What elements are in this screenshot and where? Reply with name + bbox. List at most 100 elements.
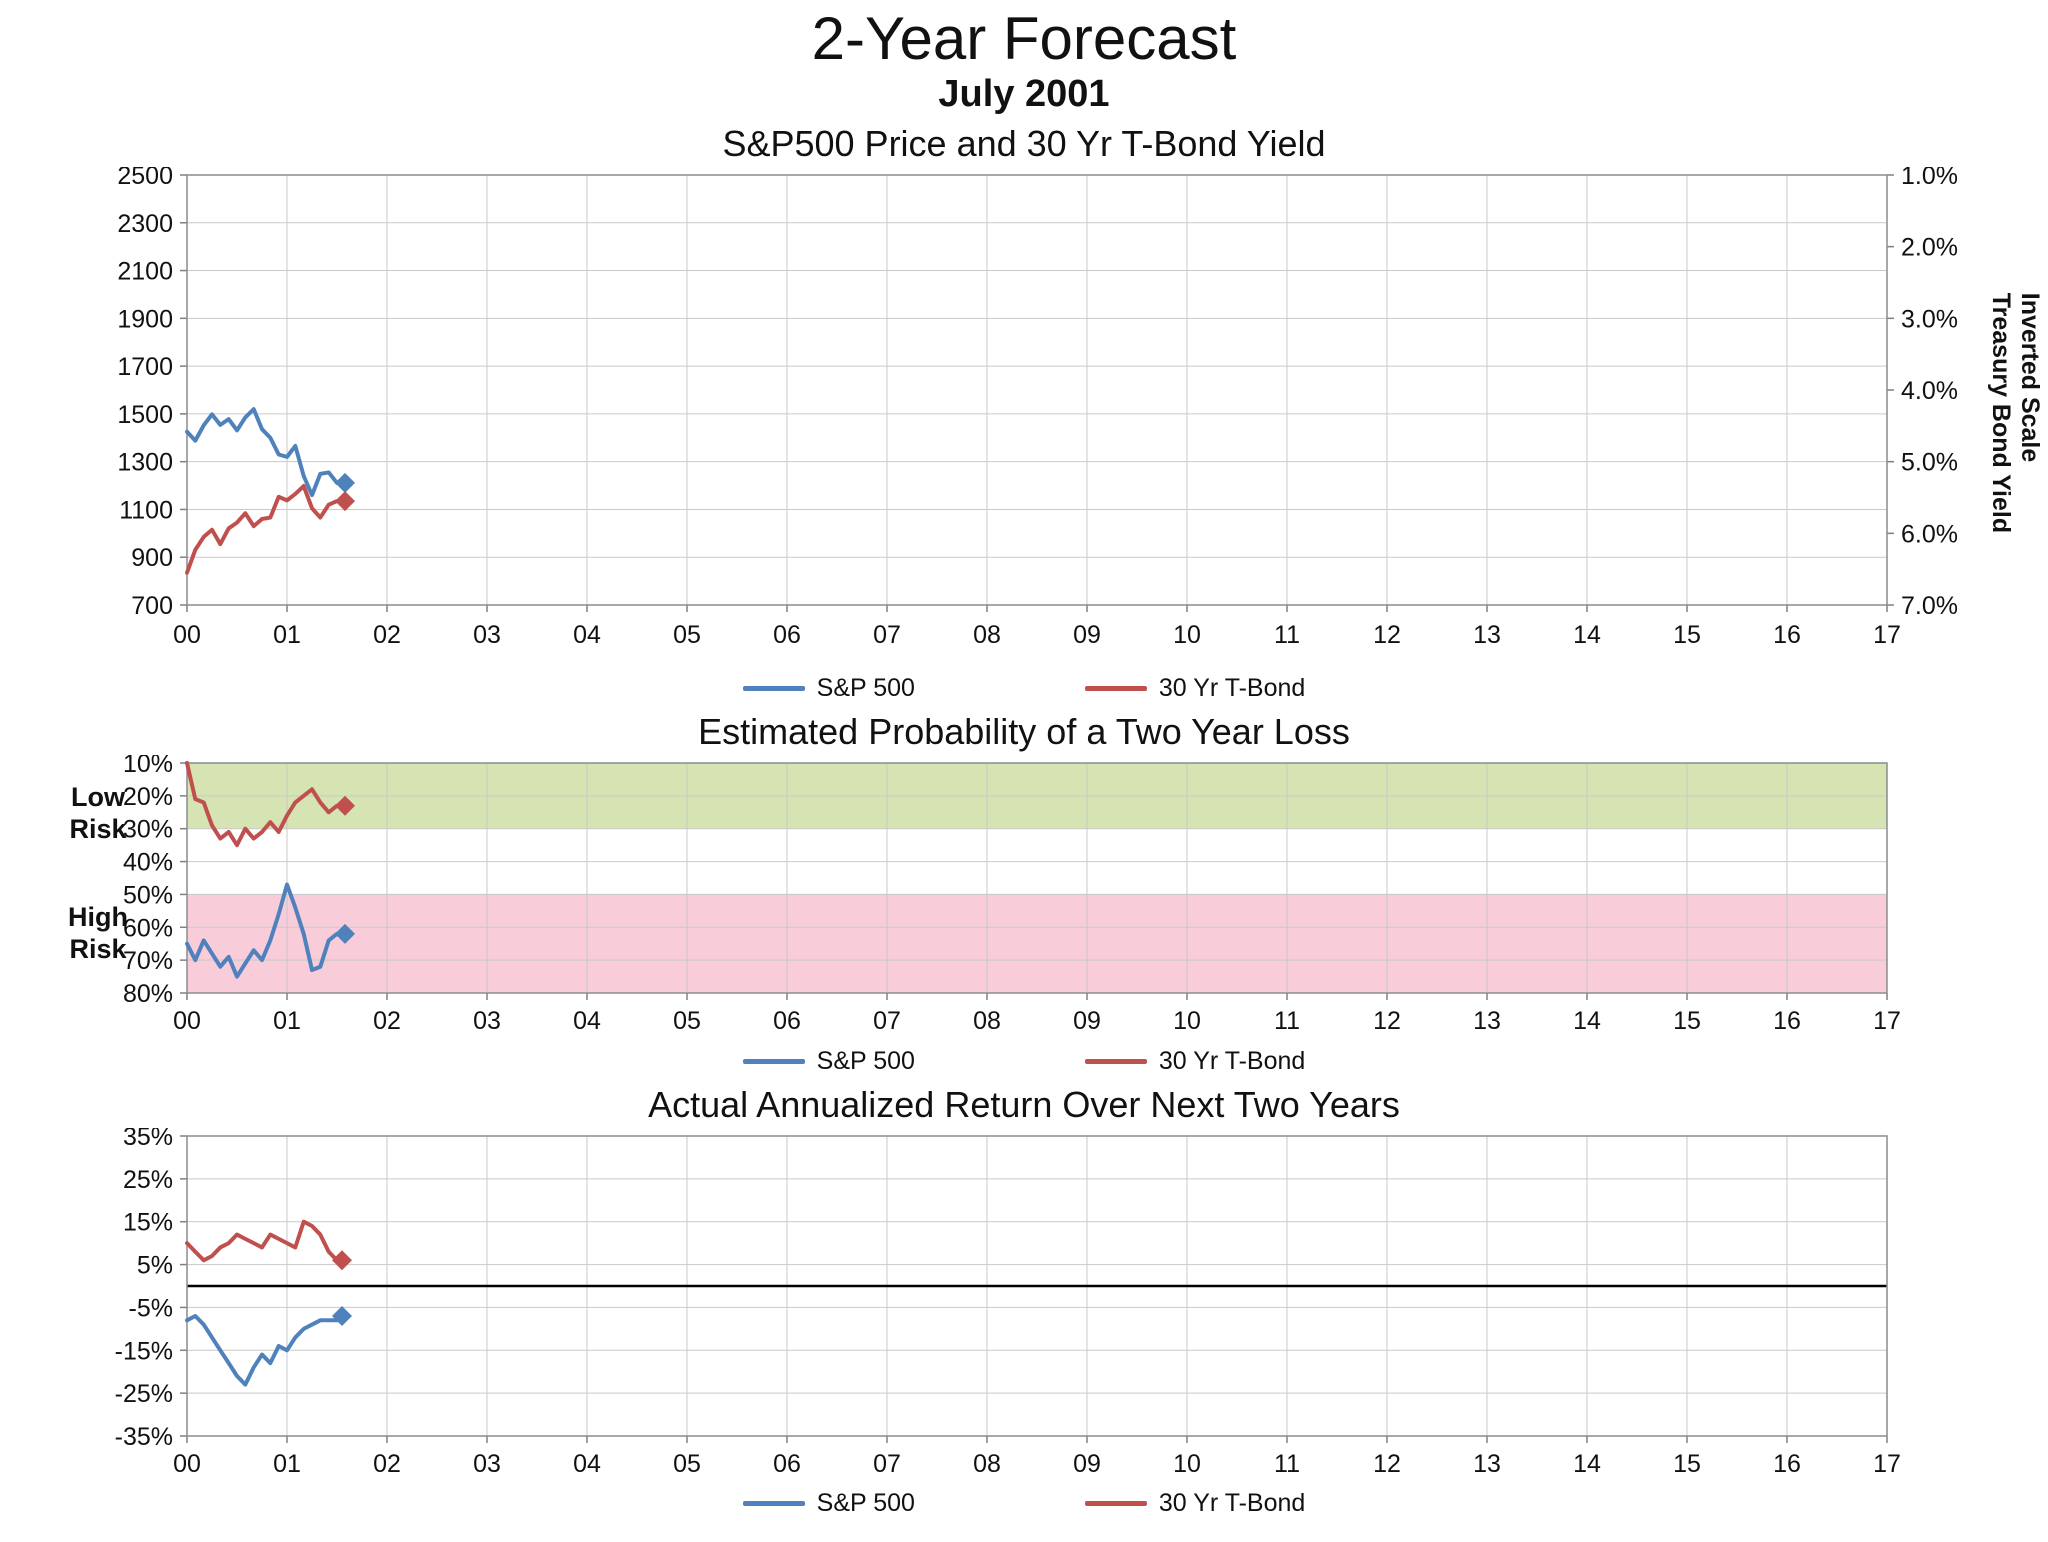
svg-text:05: 05 [673,1007,701,1035]
svg-text:5.0%: 5.0% [1901,448,1958,476]
page-subtitle: July 2001 [938,73,1110,115]
svg-text:700: 700 [131,592,173,620]
price-yield-chart-title: S&P500 Price and 30 Yr T-Bond Yield [722,122,1326,164]
svg-text:01: 01 [273,1007,301,1035]
svg-text:-5%: -5% [129,1295,173,1323]
svg-text:08: 08 [973,1007,1001,1035]
svg-text:16: 16 [1773,1450,1801,1478]
svg-text:17: 17 [1873,1007,1901,1035]
legend-item: S&P 500 [742,1047,915,1076]
legend-line-swatch [742,1500,805,1506]
legend-label: S&P 500 [816,1047,915,1076]
inverted-yield-axis-title: Inverted Scale Treasury Bond Yield [1987,293,2044,534]
svg-text:30%: 30% [123,816,173,844]
svg-text:50%: 50% [123,881,173,909]
legend-line-swatch [1084,1059,1147,1065]
svg-text:13: 13 [1473,621,1501,649]
legend-label: 30 Yr T-Bond [1158,1488,1306,1517]
svg-text:7.0%: 7.0% [1901,592,1958,620]
svg-text:03: 03 [473,621,501,649]
return-chart: 00 01 02 03 04 05 06 07 08 09 10 11 12 13 14 15 16 17 35% 2… [115,1128,1901,1478]
svg-text:14: 14 [1573,621,1601,649]
svg-text:15: 15 [1673,1450,1701,1478]
svg-text:6.0%: 6.0% [1901,520,1958,548]
svg-text:13: 13 [1473,1450,1501,1478]
svg-text:02: 02 [373,1450,401,1478]
page-title: 2-Year Forecast [811,5,1237,72]
svg-text:17: 17 [1873,621,1901,649]
svg-text:08: 08 [973,621,1001,649]
svg-text:02: 02 [373,621,401,649]
forecast-dashboard: 2-Year Forecast July 2001 S&P500 Price a… [0,6,2048,1520]
svg-text:11: 11 [1274,621,1300,649]
svg-text:1300: 1300 [117,448,173,476]
svg-text:00: 00 [173,621,201,649]
return-section: Actual Annualized Return Over Next Two Y… [0,1083,2048,1520]
svg-text:00: 00 [173,1007,201,1035]
legend-line-swatch [1084,1500,1147,1506]
svg-text:15%: 15% [123,1209,173,1237]
svg-text:05: 05 [673,621,701,649]
svg-text:1.0%: 1.0% [1901,167,1958,190]
legend-label: S&P 500 [816,1488,915,1517]
svg-text:25%: 25% [123,1166,173,1194]
probability-chart-area: 00 01 02 03 04 05 06 07 08 09 10 11 12 13 14 15 16 17 10% 2… [0,755,2048,1045]
svg-text:12: 12 [1373,621,1401,649]
legend-label: S&P 500 [816,674,915,703]
svg-text:2300: 2300 [117,210,173,238]
svg-text:80%: 80% [123,980,173,1008]
low-risk-label: Low Risk [69,781,127,845]
legend-item: 30 Yr T-Bond [1084,1488,1306,1518]
price-yield-legend: S&P 500 30 Yr T-Bond [0,672,2048,706]
svg-text:2500: 2500 [117,167,173,190]
svg-text:08: 08 [973,1450,1001,1478]
svg-text:06: 06 [773,1007,801,1035]
price-yield-chart: 00 01 02 03 04 05 06 07 08 09 10 11 12 13 14 15 16 17 2500… [117,167,1958,649]
probability-section: Estimated Probability of a Two Year Loss… [0,710,2048,1079]
legend-line-swatch [742,686,805,692]
svg-text:01: 01 [273,1450,301,1478]
svg-text:04: 04 [573,1450,601,1478]
svg-text:3.0%: 3.0% [1901,305,1958,333]
high-risk-label: High Risk [68,901,128,965]
svg-text:60%: 60% [123,914,173,942]
svg-text:10: 10 [1173,1007,1201,1035]
svg-text:1100: 1100 [119,496,173,524]
svg-text:12: 12 [1373,1007,1401,1035]
svg-text:-35%: -35% [115,1423,173,1451]
svg-text:17: 17 [1873,1450,1901,1478]
svg-text:03: 03 [473,1007,501,1035]
legend-item: 30 Yr T-Bond [1084,1047,1305,1076]
svg-text:01: 01 [273,621,301,649]
svg-text:07: 07 [873,621,901,649]
svg-text:-25%: -25% [115,1380,173,1408]
svg-text:15: 15 [1673,621,1701,649]
svg-text:1500: 1500 [117,401,173,429]
legend-line-swatch [1084,686,1147,692]
svg-text:04: 04 [573,621,601,649]
svg-text:15: 15 [1673,1007,1701,1035]
svg-text:5%: 5% [137,1252,173,1280]
svg-text:09: 09 [1073,621,1101,649]
svg-text:09: 09 [1073,1007,1101,1035]
svg-text:1900: 1900 [117,305,173,333]
svg-text:05: 05 [673,1450,701,1478]
svg-text:00: 00 [173,1450,201,1478]
svg-text:10%: 10% [123,755,173,778]
svg-text:4.0%: 4.0% [1901,377,1958,405]
svg-text:12: 12 [1373,1450,1401,1478]
svg-text:2100: 2100 [117,257,173,285]
probability-chart-title: Estimated Probability of a Two Year Loss [698,710,1350,752]
svg-text:900: 900 [131,544,173,572]
price-yield-section: S&P500 Price and 30 Yr T-Bond Yield 00 01… [0,122,2048,706]
svg-text:10: 10 [1173,1450,1201,1478]
legend-item: 30 Yr T-Bond [1084,674,1305,703]
svg-text:09: 09 [1073,1450,1101,1478]
svg-text:14: 14 [1573,1450,1601,1478]
svg-text:02: 02 [373,1007,401,1035]
svg-text:11: 11 [1274,1007,1300,1035]
legend-line-swatch [742,1059,805,1065]
svg-text:14: 14 [1573,1007,1601,1035]
svg-text:70%: 70% [123,947,173,975]
svg-text:16: 16 [1773,621,1801,649]
